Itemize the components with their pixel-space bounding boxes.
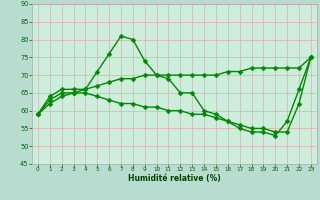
- X-axis label: Humidité relative (%): Humidité relative (%): [128, 174, 221, 183]
